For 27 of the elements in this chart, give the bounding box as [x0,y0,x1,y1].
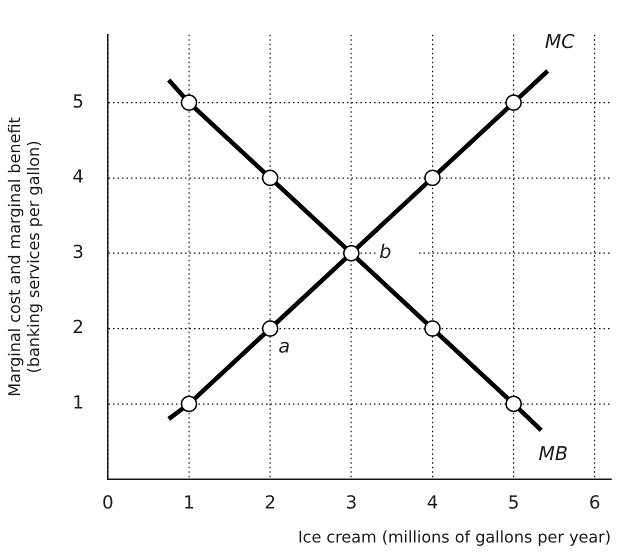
point [505,94,522,111]
point [343,244,360,262]
y-tick-label: 1 [72,392,84,414]
point [424,320,441,337]
point [262,170,278,186]
y-tick-label: 4 [72,166,84,188]
point [424,170,441,186]
point [505,396,522,412]
x-axis-title: Ice cream (millions of gallons per year) [298,528,611,547]
annotation: b [379,241,392,264]
point [180,94,198,111]
y-tick-label: 3 [72,242,84,263]
x-tick-label: 1 [183,492,195,514]
x-tick-label: 0 [102,492,114,514]
y-tick-label: 5 [72,91,84,112]
point [262,320,278,337]
x-tick-label: 5 [508,492,520,514]
y-tick-label: 2 [72,317,84,338]
annotation: a [278,335,290,358]
series-label: MB [538,443,568,466]
x-tick-label: 6 [589,492,600,514]
point [180,396,198,412]
series-label: MC [544,30,576,53]
x-tick-label: 4 [426,492,438,514]
x-tick-label: 3 [346,492,358,514]
y-axis-title: Marginal cost and marginal benefit (banking services per gallon) [4,117,43,397]
x-tick-label: 2 [264,492,276,514]
